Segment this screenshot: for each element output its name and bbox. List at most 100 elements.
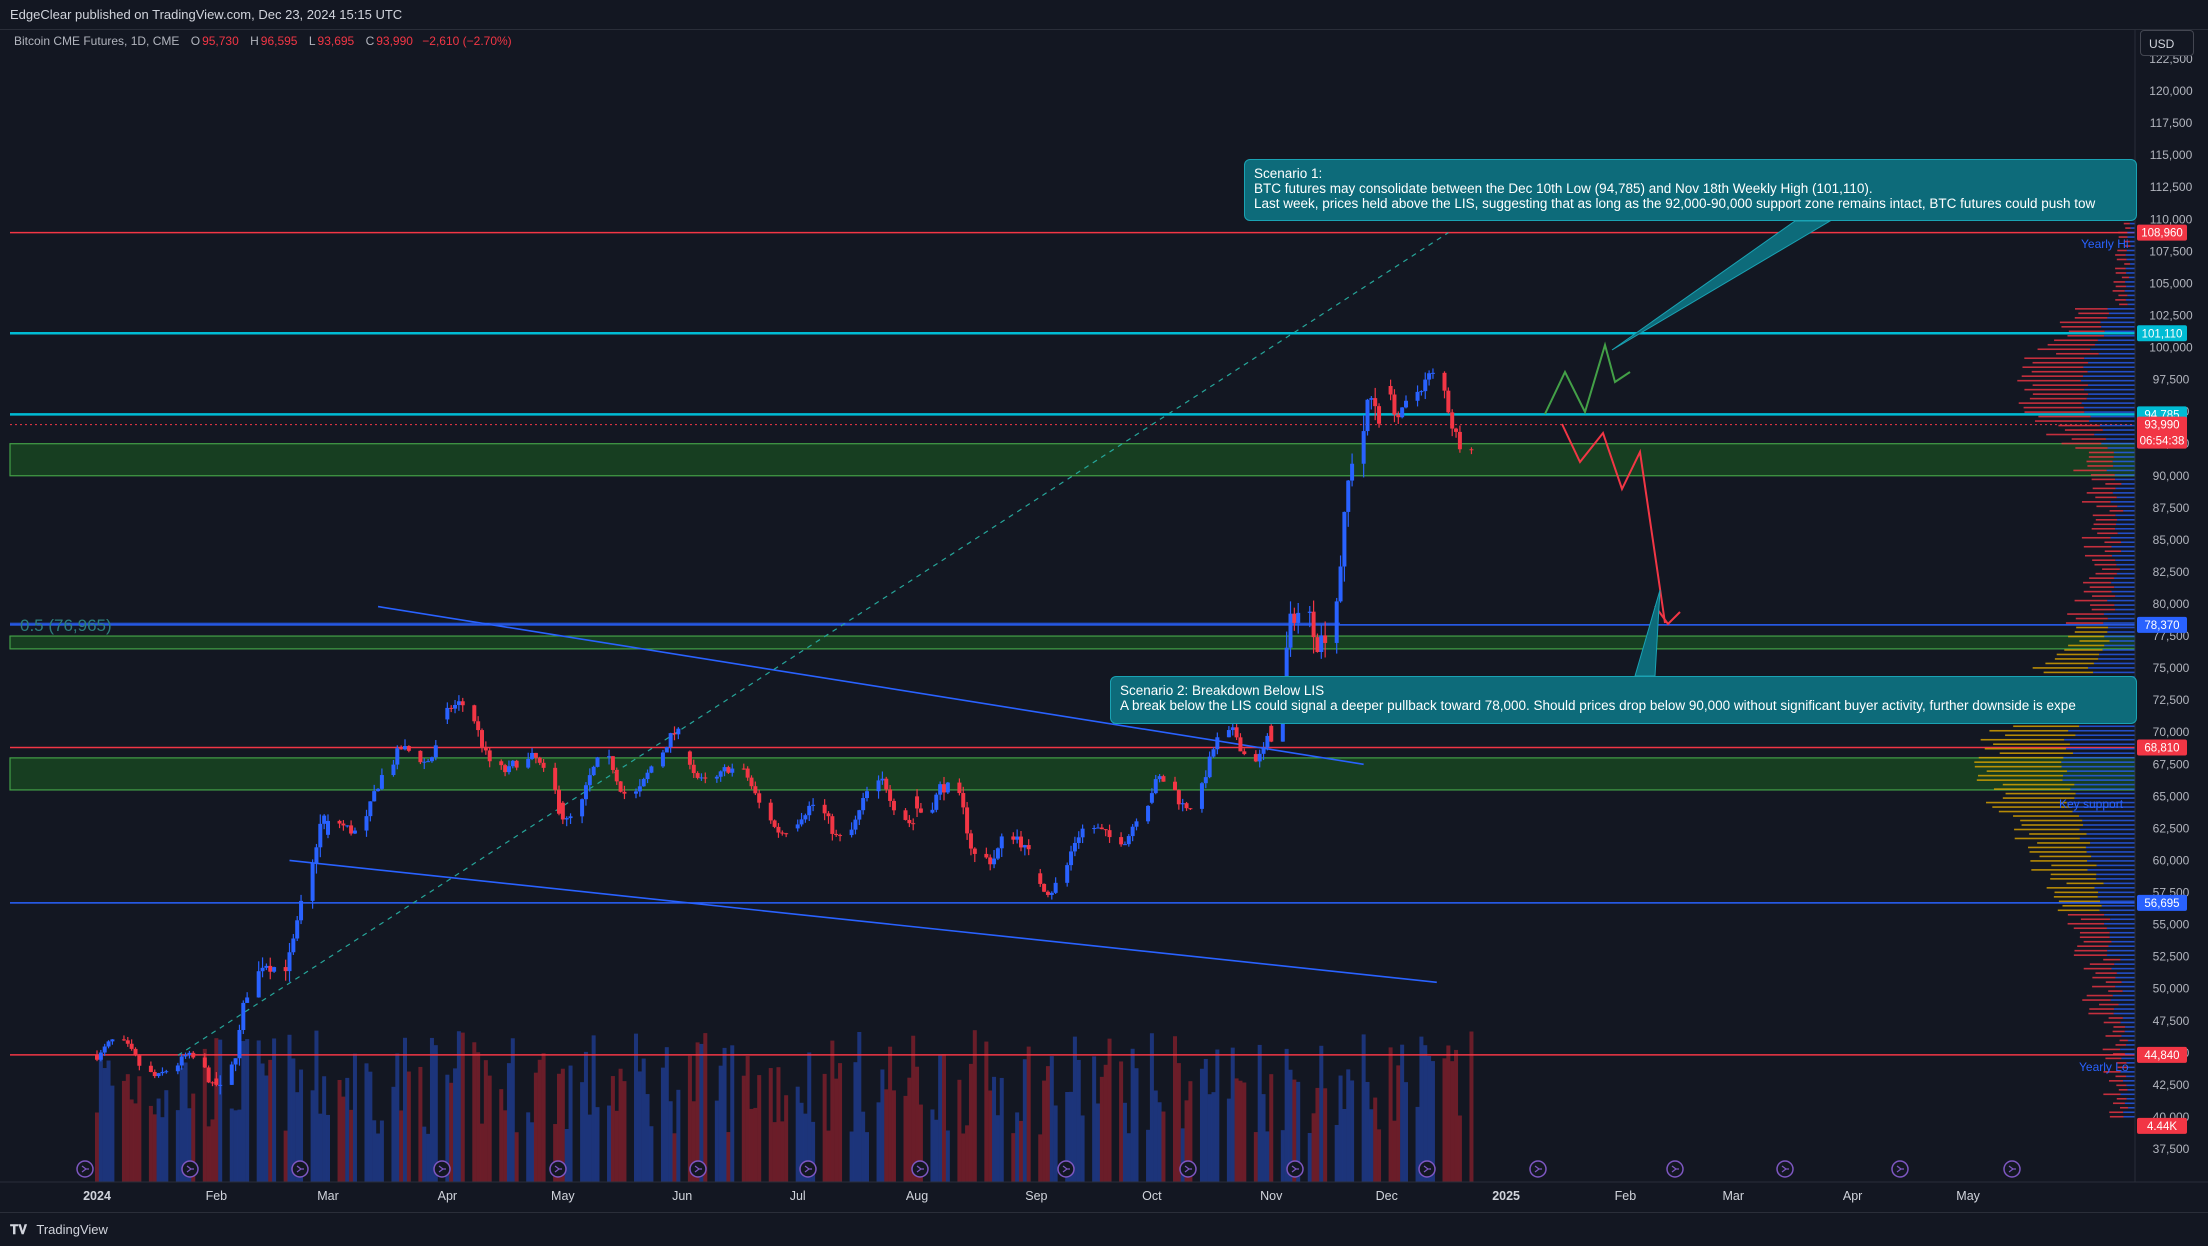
candle-body [233, 1058, 238, 1065]
profile-bar-sell [2079, 936, 2110, 939]
profile-bar-sell [2032, 393, 2089, 395]
candle-body [1373, 398, 1378, 407]
volume-bar [530, 1122, 535, 1182]
candle-body [391, 764, 396, 776]
profile-bar-buy [2083, 366, 2135, 369]
volume-bar [299, 1069, 304, 1182]
volume-bar [391, 1086, 396, 1182]
candle-body [514, 760, 519, 768]
profile-bar-sell [2086, 994, 2113, 997]
profile-bar-buy [2086, 851, 2135, 853]
profile-bar-sell [2039, 855, 2092, 858]
profile-bar-buy [2115, 514, 2135, 517]
volume-bar [888, 1046, 893, 1182]
profile-bar-sell [2105, 483, 2122, 485]
profile-bar-buy [2115, 559, 2135, 561]
volume-bar [95, 1112, 99, 1182]
volume-bar [807, 1052, 812, 1182]
candle-body [368, 801, 373, 817]
profile-bar-sell [2103, 1071, 2121, 1073]
profile-bar-buy [2112, 554, 2135, 557]
footer-logo-text[interactable]: TradingView [36, 1222, 108, 1237]
profile-bar-sell [2119, 1039, 2128, 1042]
price-tick-label: 70,000 [2153, 725, 2190, 739]
profile-bar-buy [2097, 339, 2135, 342]
volume-bar [1026, 1046, 1031, 1182]
profile-bar-sell [2108, 1017, 2123, 1019]
profile-bar-buy [2108, 945, 2135, 947]
candle-body [1049, 892, 1054, 895]
candle-body [287, 952, 292, 972]
volume-bar [822, 1073, 827, 1182]
profile-bar-sell [2043, 671, 2094, 674]
volume-bar [610, 1076, 615, 1182]
profile-bar-sell [2068, 635, 2105, 638]
candle-body [1419, 391, 1424, 393]
profile-bar-sell [2091, 527, 2116, 530]
volume-bar [1022, 1059, 1027, 1182]
volume-bar [379, 1120, 384, 1182]
profile-bar-sell [2002, 797, 2075, 799]
profile-bar-buy [2125, 299, 2135, 301]
time-tick-label: Nov [1260, 1189, 1283, 1203]
time-tick-label: Mar [1722, 1189, 1744, 1203]
candle-body [607, 756, 612, 758]
volume-bar [376, 1133, 381, 1182]
profile-bar-buy [2094, 343, 2135, 346]
event-arrow-icon [81, 1165, 89, 1173]
event-arrow-icon [1423, 1165, 1431, 1173]
profile-bar-sell [2092, 559, 2116, 561]
profile-bar-buy [2109, 640, 2135, 642]
profile-bar-sell [2118, 294, 2128, 297]
profile-bar-buy [2130, 227, 2135, 229]
candle-body [1334, 601, 1339, 643]
candle-body [291, 938, 296, 953]
price-tick-label: 80,000 [2153, 597, 2190, 611]
tradingview-logo-icon[interactable]: 𝐓𝐕 [10, 1222, 27, 1237]
profile-bar-sell [2053, 896, 2098, 898]
price-tick-label: 100,000 [2149, 341, 2193, 355]
high-value: 96,595 [260, 34, 298, 48]
time-axis[interactable]: 2024 Feb Mar Apr May Jun Jul Aug Sep Oct Nov Dec 202… [0, 1181, 2208, 1203]
candle-body [237, 1029, 242, 1059]
profile-bar-sell [2021, 375, 2084, 377]
profile-bar-sell [2061, 326, 2102, 328]
profile-bar-buy [2117, 505, 2135, 508]
profile-bar-sell [2075, 617, 2108, 620]
volume-bar [1257, 1044, 1262, 1182]
event-arrow-icon [296, 1165, 304, 1173]
profile-bar-sell [2005, 734, 2076, 737]
candle-body [1069, 851, 1074, 866]
symbol-name[interactable]: Bitcoin CME Futures, 1D, CME [14, 34, 180, 48]
profile-bar-buy [2118, 1003, 2135, 1006]
event-markers[interactable] [76, 1160, 2021, 1178]
volume-bar [233, 1110, 238, 1182]
volume-bar [668, 1101, 673, 1182]
profile-bar-sell [2005, 792, 2076, 795]
volume-bar [191, 1093, 196, 1182]
volume-bar [129, 1099, 134, 1182]
profile-bar-sell [2113, 281, 2126, 283]
profile-bar-buy [2120, 1048, 2135, 1051]
candle-body [849, 829, 854, 836]
volume-bar [156, 1098, 161, 1182]
candle-body [891, 800, 896, 811]
profile-bar-sell [2104, 550, 2122, 553]
event-arrow-icon [438, 1165, 446, 1173]
profile-bar-sell [2095, 572, 2117, 575]
volume-bar [1396, 1065, 1401, 1182]
profile-bar-buy [2104, 913, 2135, 916]
price-chart[interactable]: 122,500120,000117,500115,000112,500110,0… [0, 0, 2208, 1212]
currency-button[interactable]: USD [2140, 30, 2194, 56]
candle-body [1053, 882, 1058, 893]
profile-bar-sell [2077, 945, 2109, 947]
time-tick-label: Mar [317, 1189, 339, 1203]
profile-bar-sell [2013, 815, 2080, 817]
profile-bar-sell [2092, 976, 2116, 979]
candle-body [807, 805, 812, 816]
price-label-text: 68,810 [2144, 742, 2179, 754]
volume-bar [179, 1068, 184, 1182]
volume-bar [849, 1131, 854, 1182]
candle-body [591, 766, 596, 776]
horizontal-levels [10, 231, 2135, 1056]
